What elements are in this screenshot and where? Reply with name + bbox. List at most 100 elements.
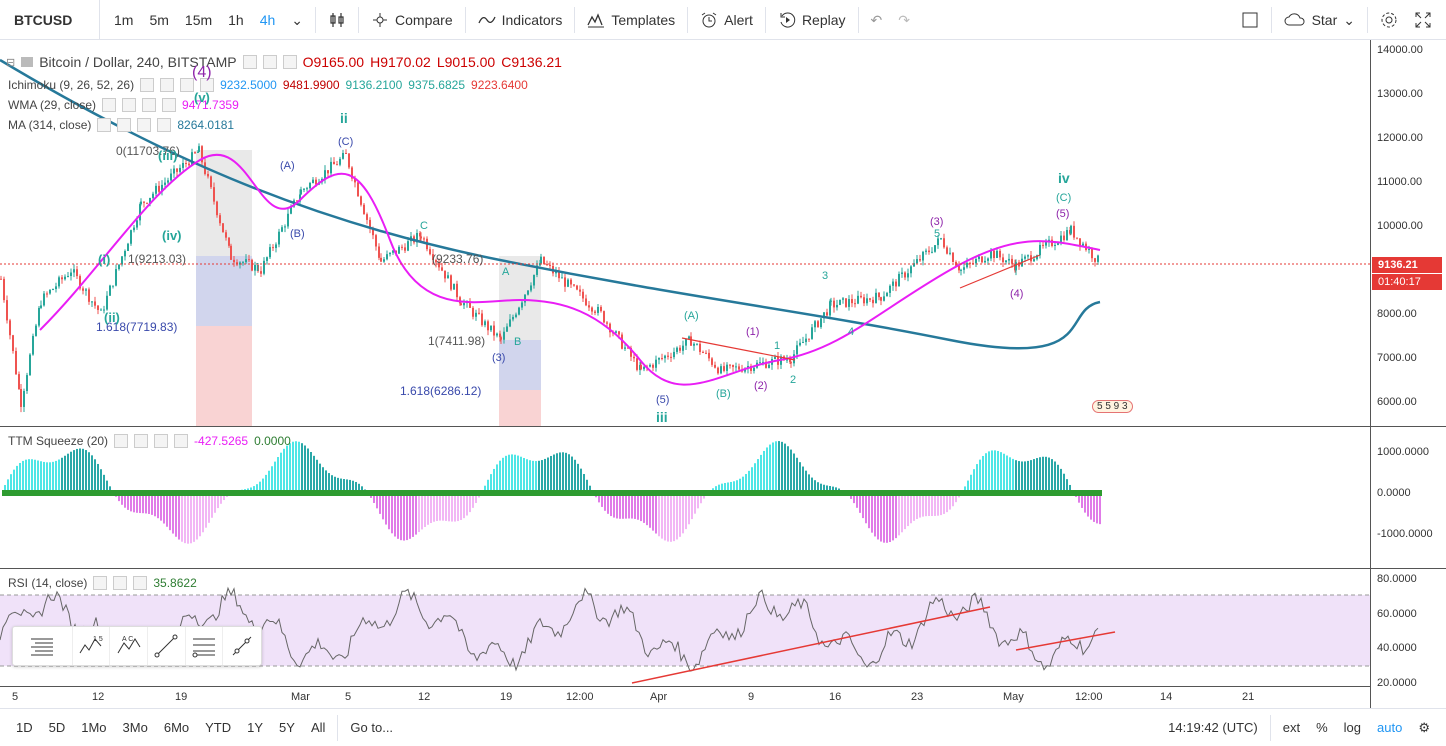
ttm-bar (700, 493, 702, 504)
ttm-bar (334, 476, 336, 493)
wave-label: (iv) (162, 228, 182, 243)
legend-settings-toggle[interactable] (160, 78, 175, 92)
pane-divider-rsi[interactable] (0, 568, 1446, 569)
expand-icon (1415, 12, 1431, 27)
candle-body (197, 151, 199, 153)
drag-handle[interactable] (13, 627, 73, 665)
redo-button[interactable]: ↷ (890, 0, 918, 40)
compare-button[interactable]: Compare (363, 0, 461, 40)
candle-body (191, 152, 193, 166)
legend-visibility-toggle[interactable] (93, 576, 108, 590)
legend-more-toggle[interactable] (174, 434, 189, 448)
range-3mo[interactable]: 3Mo (122, 720, 148, 735)
candle-body (1008, 258, 1010, 261)
legend-visibility-toggle[interactable] (97, 118, 112, 132)
ext-toggle[interactable]: ext (1282, 720, 1301, 735)
chart-settings-button[interactable]: ⚙ (1410, 720, 1446, 736)
interval-4h[interactable]: 4h (259, 11, 276, 28)
candle-body (91, 301, 93, 303)
range-5d[interactable]: 5D (48, 720, 66, 735)
candle-body (490, 325, 492, 331)
events-badge[interactable]: 5 5 9 3 (1092, 400, 1133, 413)
indicators-button[interactable]: Indicators (470, 0, 571, 40)
legend-visibility-toggle[interactable] (242, 55, 257, 69)
ttm-bar (820, 483, 822, 493)
ttm-legend[interactable]: TTM Squeeze (20) -427.5265 0.0000 (8, 434, 291, 448)
legend-more-toggle[interactable] (157, 118, 172, 132)
range-1d[interactable]: 1D (16, 720, 33, 735)
legend-close-toggle[interactable] (282, 55, 297, 69)
interval-1m[interactable]: 1m (114, 11, 134, 28)
legend-settings-toggle[interactable] (134, 434, 149, 448)
ttm-bar (589, 485, 591, 493)
range-1mo[interactable]: 1Mo (81, 720, 107, 735)
range-ytd[interactable]: YTD (205, 720, 232, 735)
fullscreen-button[interactable] (1406, 0, 1446, 40)
legend-settings-toggle[interactable] (262, 55, 277, 69)
tool-elliott-impulse[interactable]: 1 5 (73, 627, 111, 665)
rsi-legend[interactable]: RSI (14, close) 35.8622 (8, 576, 197, 590)
ttm-bar (859, 493, 861, 513)
price-chart-canvas[interactable] (0, 40, 1370, 708)
wma-legend[interactable]: WMA (29, close) 9471.7359 (8, 98, 239, 112)
collapse-icon[interactable]: ⊟ (6, 56, 16, 69)
pane-divider-ttm[interactable] (0, 426, 1446, 427)
tool-ray[interactable] (223, 627, 261, 665)
wave-label: (A) (684, 310, 699, 322)
range-6mo[interactable]: 6Mo (163, 720, 190, 735)
interval-15m[interactable]: 15m (184, 11, 213, 28)
candle-body (487, 321, 489, 331)
legend-visibility-toggle[interactable] (140, 78, 155, 92)
legend-close-toggle[interactable] (154, 434, 169, 448)
time-axis[interactable]: 5 12 19 Mar 5 12 19 12:00 Apr 9 16 23 Ma… (0, 686, 1370, 708)
percent-toggle[interactable]: % (1316, 720, 1328, 735)
range-1y[interactable]: 1Y (247, 720, 264, 735)
alert-button[interactable]: Alert (692, 0, 761, 40)
settings-button[interactable] (1372, 0, 1406, 40)
legend-more-toggle[interactable] (162, 98, 177, 112)
legend-settings-toggle[interactable] (113, 576, 128, 590)
clock-time[interactable]: 14:19:42 (UTC) (1168, 720, 1258, 735)
log-toggle[interactable]: log (1343, 720, 1362, 735)
legend-close-toggle[interactable] (133, 576, 148, 590)
legend-close-toggle[interactable] (180, 78, 195, 92)
replay-button[interactable]: Replay (770, 0, 854, 40)
ttm-bar (583, 474, 585, 493)
candle-body (342, 153, 344, 159)
tool-trend-line[interactable] (148, 627, 186, 665)
ttm-bar (1021, 461, 1023, 493)
ttm-bar (667, 493, 669, 542)
fullscreen-layout-button[interactable] (1233, 0, 1267, 40)
ichimoku-legend[interactable]: Ichimoku (9, 26, 52, 26) 9232.5000 9481.… (8, 78, 528, 92)
chart-type-button[interactable] (320, 0, 354, 40)
legend-more-toggle[interactable] (200, 78, 215, 92)
legend-settings-toggle[interactable] (117, 118, 132, 132)
auto-toggle[interactable]: auto (1377, 720, 1403, 735)
undo-button[interactable]: ↶ (863, 0, 891, 40)
legend-close-toggle[interactable] (137, 118, 152, 132)
symbol-search[interactable]: BTCUSD (0, 0, 100, 40)
range-all[interactable]: All (310, 720, 326, 735)
legend-close-toggle[interactable] (142, 98, 157, 112)
interval-5m[interactable]: 5m (149, 11, 169, 28)
ma-legend[interactable]: MA (314, close) 8264.0181 (8, 118, 234, 132)
ttm-bar (1009, 457, 1011, 493)
ttm-bar (499, 460, 501, 493)
ttm-bar (55, 460, 57, 493)
tool-fib-retracement[interactable] (186, 627, 224, 665)
legend-visibility-toggle[interactable] (114, 434, 129, 448)
price-axis[interactable]: 14000.00 13000.00 12000.00 11000.00 1000… (1370, 40, 1446, 708)
templates-button[interactable]: Templates (579, 0, 683, 40)
candle-body (655, 359, 657, 368)
legend-settings-toggle[interactable] (122, 98, 137, 112)
interval-dropdown-button[interactable]: ⌄ (283, 0, 311, 40)
elliott-impulse-icon: 1 5 (79, 636, 103, 654)
tool-elliott-correction[interactable]: A C (110, 627, 148, 665)
ttm-bar (49, 462, 51, 493)
legend-visibility-toggle[interactable] (102, 98, 117, 112)
candles-icon (330, 12, 344, 27)
interval-1h[interactable]: 1h (228, 11, 244, 28)
range-5y[interactable]: 5Y (279, 720, 295, 735)
star-button[interactable]: Star ⌄ (1276, 0, 1363, 40)
goto-button[interactable]: Go to... (350, 720, 394, 735)
